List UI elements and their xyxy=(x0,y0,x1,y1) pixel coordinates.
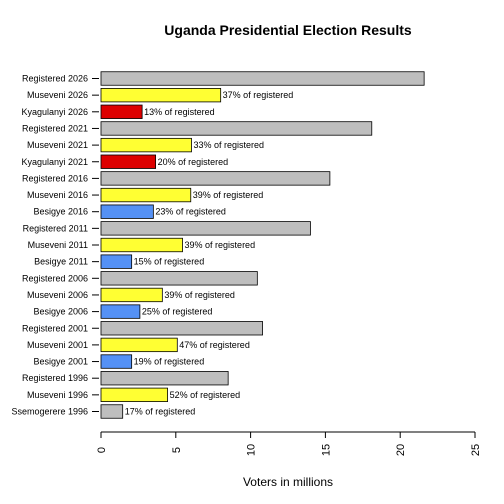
x-tick-label: 5 xyxy=(171,447,183,453)
x-axis-label: Voters in millions xyxy=(243,475,333,489)
bar-data-label: 19% of registered xyxy=(134,357,205,367)
bar xyxy=(100,387,168,403)
bar-data-label: 15% of registered xyxy=(134,257,205,267)
bar-data-label: 25% of registered xyxy=(142,307,213,317)
bar-data-label: 23% of registered xyxy=(155,207,226,217)
bar xyxy=(100,287,163,303)
category-label: Museveni 2001 xyxy=(27,340,88,350)
category-label: Besigye 2016 xyxy=(33,207,88,217)
bar-data-label: 37% of registered xyxy=(223,90,294,100)
bar-data-label: 20% of registered xyxy=(158,157,229,167)
category-label: Museveni 2021 xyxy=(27,140,88,150)
x-axis: 0 5 10 15 20 25 xyxy=(96,431,482,456)
category-label: Besigye 2011 xyxy=(34,257,88,267)
category-label: Museveni 2006 xyxy=(27,290,88,300)
category-label: Registered 2006 xyxy=(22,273,88,283)
category-label: Museveni 2011 xyxy=(28,240,88,250)
bar xyxy=(100,354,133,369)
x-tick-label: 20 xyxy=(395,444,407,456)
bar xyxy=(100,237,183,253)
x-tick-label: 25 xyxy=(470,444,482,456)
bar xyxy=(100,121,373,136)
category-label: Besigye 2006 xyxy=(33,307,88,317)
bar xyxy=(100,337,178,353)
bar-data-label: 47% of registered xyxy=(179,340,250,350)
bar xyxy=(100,104,143,119)
bar xyxy=(100,304,141,319)
x-tick-label: 0 xyxy=(96,447,108,453)
bar xyxy=(100,271,258,286)
bar xyxy=(100,254,133,269)
bar xyxy=(100,71,425,86)
category-label: Registered 2021 xyxy=(22,123,88,133)
bar xyxy=(100,137,192,153)
category-label: Registered 2026 xyxy=(22,74,88,84)
chart-title: Uganda Presidential Election Results xyxy=(164,22,412,38)
bar xyxy=(100,404,124,419)
bar-data-label: 17% of registered xyxy=(125,407,196,417)
category-label: Museveni 2016 xyxy=(27,190,88,200)
bar xyxy=(100,171,331,186)
bar-data-label: 33% of registered xyxy=(194,140,265,150)
category-label: Registered 2016 xyxy=(22,173,88,183)
category-label: Kyagulanyi 2026 xyxy=(21,107,88,117)
bar xyxy=(100,221,311,236)
category-label: Ssemogerere 1996 xyxy=(11,407,88,417)
bar xyxy=(100,371,229,386)
category-label: Kyagulanyi 2021 xyxy=(21,157,88,167)
category-label: Registered 2001 xyxy=(22,323,88,333)
bar-data-label: 52% of registered xyxy=(170,390,241,400)
bar xyxy=(100,187,192,203)
bar-data-label: 39% of registered xyxy=(185,240,256,250)
x-tick-label: 10 xyxy=(246,444,258,456)
category-label: Museveni 1996 xyxy=(27,390,88,400)
bar-data-label: 13% of registered xyxy=(144,107,215,117)
x-tick-label: 15 xyxy=(320,444,332,456)
bar-data-label: 39% of registered xyxy=(193,190,264,200)
category-label: Registered 1996 xyxy=(22,373,88,383)
category-label: Registered 2011 xyxy=(23,223,88,233)
category-label: Besigye 2001 xyxy=(33,357,88,367)
bar xyxy=(100,204,154,219)
bar xyxy=(100,88,222,103)
bar xyxy=(100,321,263,336)
category-label: Museveni 2026 xyxy=(27,90,88,100)
bar-data-label: 39% of registered xyxy=(164,290,235,300)
bars-group: Registered 2026 Museveni 2026 37% of regis… xyxy=(11,71,425,419)
bar xyxy=(100,154,157,169)
